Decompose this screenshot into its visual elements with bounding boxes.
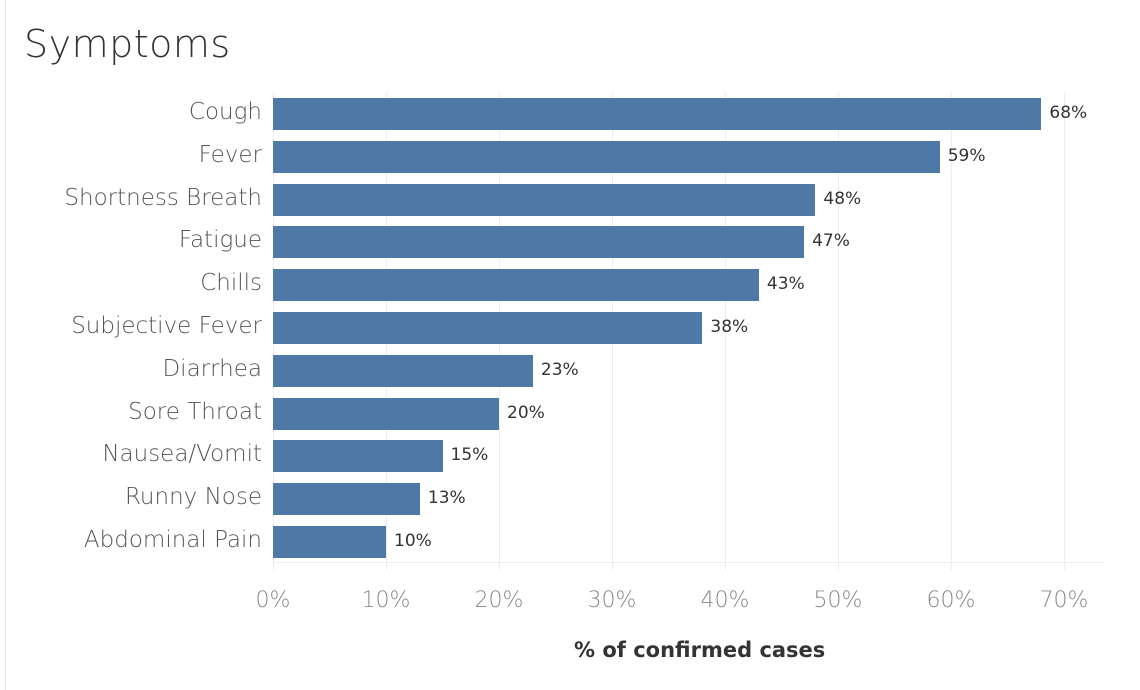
bar-row: 23% [273,349,1103,392]
bar[interactable] [273,226,805,259]
bar[interactable] [273,98,1042,130]
category-label: Shortness Breath [64,184,262,211]
x-tick-label: 30% [587,588,637,613]
gridline [838,92,839,570]
category-label: Runny Nose [124,484,262,511]
bar-value-label: 59% [947,145,986,166]
x-axis-label: % of confirmed cases [574,638,826,662]
bar-value-label: 10% [394,531,432,551]
category-label: Fatigue [178,227,262,254]
bar[interactable] [273,440,443,473]
x-axis-line [273,562,1103,563]
bar-row: 15% [273,434,1103,477]
bar[interactable] [273,483,420,516]
category-label: Diarrhea [162,355,262,382]
bar-value-label: 15% [450,445,489,466]
gridline [1064,92,1065,570]
bar[interactable] [273,269,759,302]
x-tick-label: 10% [361,588,411,613]
bar-value-label: 48% [823,188,862,209]
category-label: Abdominal Pain [83,527,262,553]
bar[interactable] [273,397,499,430]
bar[interactable] [273,526,386,558]
category-label: Chills [200,270,262,297]
plot-area: 68% 59% 48% 47% 43% 38% 23% 20% 15% 13% 10% [273,92,1103,570]
chart-frame [5,0,1140,690]
category-label: Subjective Fever [71,313,262,339]
chart-title: Symptoms [24,22,231,66]
category-label: Sore Throat [128,398,262,425]
bar-row: 68% [273,92,1103,135]
bar[interactable] [273,354,533,387]
bar-value-label: 47% [812,231,850,252]
bar-value-label: 13% [427,488,466,509]
x-tick-label: 40% [700,588,750,613]
bar-value-label: 43% [766,274,805,295]
bar-row: 38% [273,306,1103,349]
bar-value-label: 68% [1049,103,1088,123]
bar-row: 43% [273,263,1103,306]
bar-value-label: 23% [540,359,579,380]
bar-row: 48% [273,178,1103,221]
x-tick-label: 0% [255,588,291,613]
bar-row: 47% [273,220,1103,263]
x-tick-label: 70% [1039,588,1089,613]
bar[interactable] [273,312,703,344]
gridline [725,92,726,570]
bar-row: 20% [273,392,1103,435]
category-label: Cough [188,99,262,125]
bar-row: 59% [273,135,1103,178]
bar[interactable] [273,183,816,216]
gridline [951,92,952,570]
bar-row: 10% [273,520,1103,563]
category-label: Nausea/Vomit [102,441,262,468]
bar-value-label: 38% [710,317,749,337]
category-label: Fever [198,141,262,168]
x-tick-label: 60% [926,588,976,613]
x-tick-label: 50% [813,588,863,613]
bar[interactable] [273,140,940,173]
bar-value-label: 20% [507,402,545,423]
bar-row: 13% [273,477,1103,520]
x-tick-label: 20% [474,588,524,613]
